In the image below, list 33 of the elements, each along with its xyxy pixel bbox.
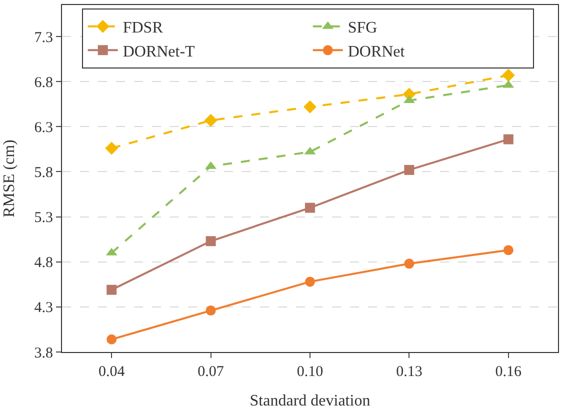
- point: [206, 306, 216, 316]
- legend-label: FDSR: [122, 20, 164, 37]
- point: [305, 202, 315, 213]
- y-tick-label: 7.3: [34, 30, 53, 46]
- y-tick-label: 5.3: [34, 210, 53, 226]
- point: [503, 134, 514, 144]
- legend-label: DORNet: [348, 43, 406, 60]
- y-tick-label: 3.8: [34, 345, 53, 362]
- x-tick-label: 0.16: [495, 364, 522, 380]
- point: [106, 334, 117, 344]
- y-tick-label: 4.3: [34, 300, 53, 316]
- y-tick-label: 6.3: [34, 120, 53, 136]
- x-tick-label: 0.13: [396, 364, 422, 380]
- point: [304, 100, 316, 114]
- point: [105, 142, 118, 155]
- x-tick-label: 0.07: [198, 364, 224, 380]
- y-tick-label: 4.8: [34, 255, 53, 272]
- legend-label: DORNet-T: [122, 43, 196, 60]
- legend-label: SFG: [348, 20, 378, 37]
- point: [204, 114, 218, 127]
- x-tick-label: 0.10: [296, 364, 324, 380]
- y-tick-label: 5.8: [34, 164, 53, 181]
- point: [305, 276, 315, 287]
- point: [502, 68, 515, 82]
- point: [206, 236, 216, 246]
- point: [404, 164, 414, 175]
- point: [404, 258, 414, 269]
- point: [503, 245, 514, 256]
- point: [106, 284, 117, 295]
- x-tick-label: 0.04: [98, 364, 126, 380]
- x-axis-title: Standard deviation: [250, 392, 370, 410]
- y-tick-label: 6.8: [34, 74, 53, 91]
- y-axis-title: RMSE (cm): [1, 140, 18, 218]
